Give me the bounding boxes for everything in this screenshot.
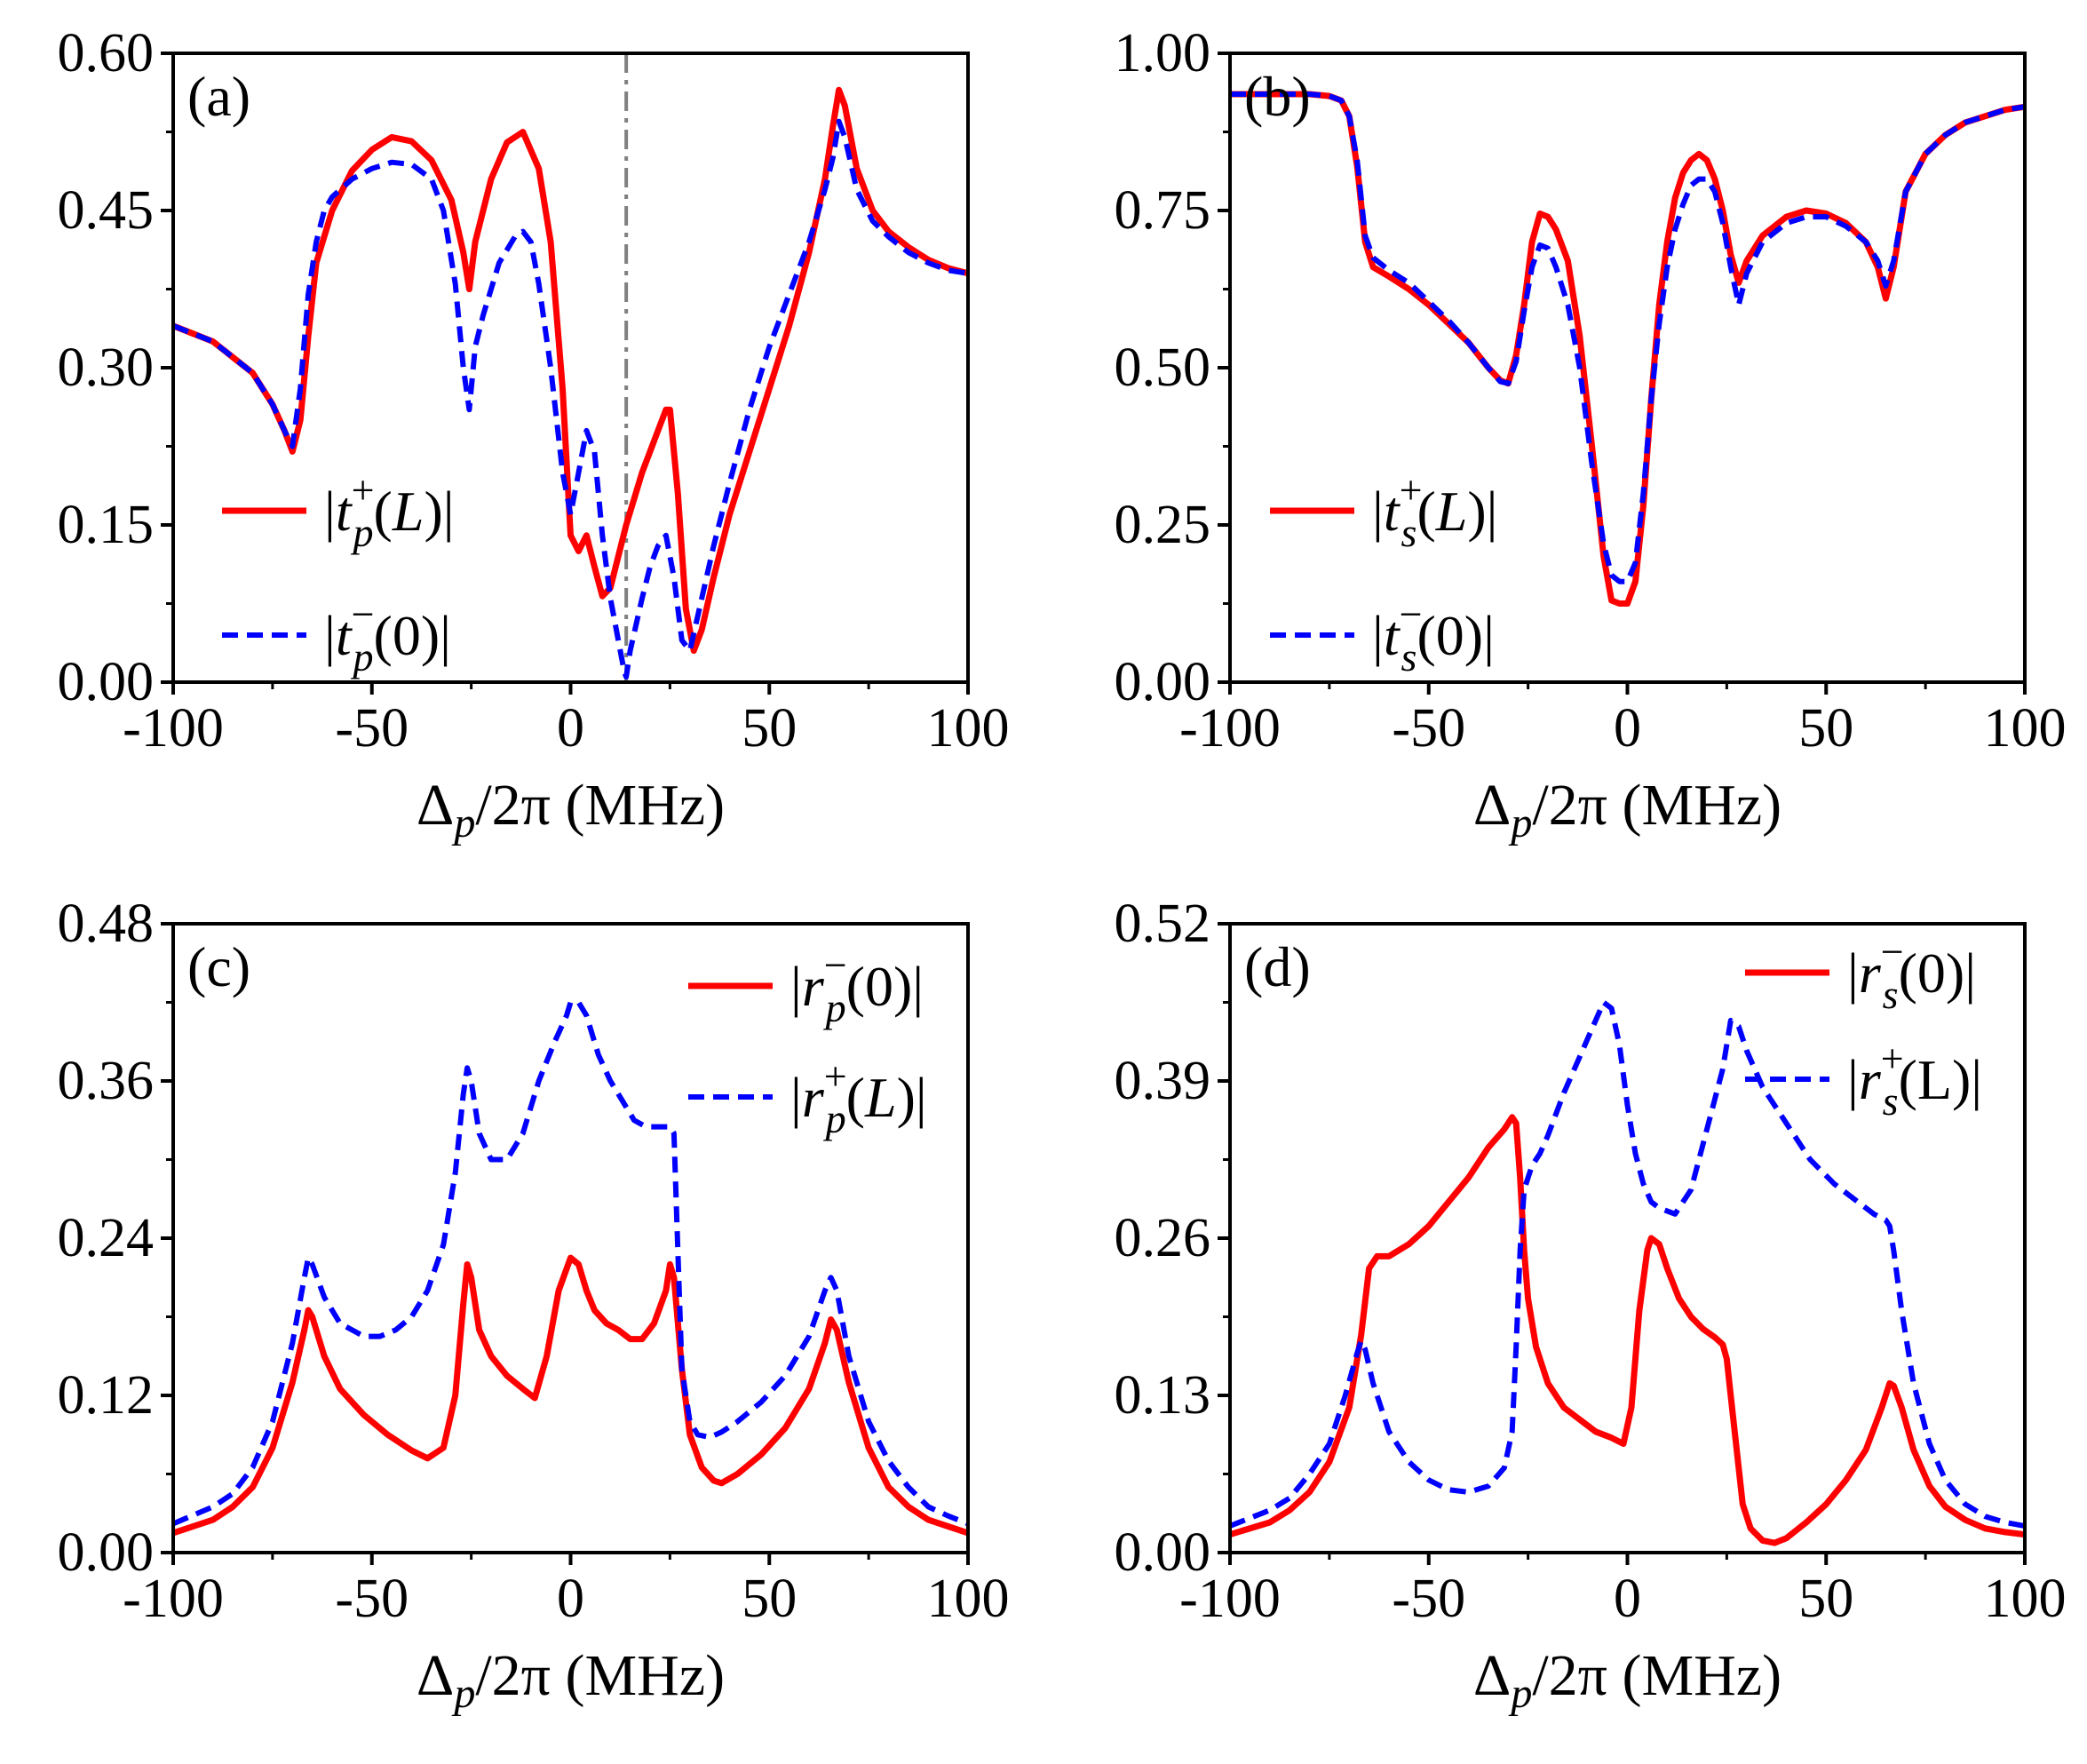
x-tick-label: 50 [742, 698, 797, 759]
panel-c: -100 -50 0 50 100 0.00 0.12 0.24 0.36 0.48 Δp/2π (… [58, 894, 1010, 1717]
y-tick-label: 0.75 [1115, 180, 1211, 241]
y-tick-label: 0.00 [1115, 1522, 1211, 1583]
legend-label: |r+ p(L)| [790, 1053, 927, 1141]
y-tick-label: 0.45 [58, 180, 155, 241]
x-tick-label: 100 [1984, 1569, 2067, 1629]
y-axis: 0.00 0.13 0.26 0.39 0.52 [1115, 894, 1230, 1583]
legend-entry: |t+ s(L)| [1270, 467, 1497, 555]
legend-label: |t+ s(L)| [1372, 467, 1497, 555]
y-axis: 0.00 0.25 0.50 0.75 1.00 [1115, 23, 1230, 712]
solid-series-line [1230, 91, 2025, 607]
legend-entry: |r+ p(L)| [688, 1053, 927, 1141]
legend-entry: |r+ s(L)| [1745, 1036, 1982, 1124]
x-tick-label: 100 [927, 698, 1010, 759]
legend-label: |t− p(0)| [324, 592, 451, 679]
x-tick-label: -100 [1179, 698, 1281, 759]
legend-entry: |r− p(0)| [688, 942, 924, 1030]
y-tick-label: 0.12 [58, 1365, 155, 1426]
x-tick-label: 0 [1614, 698, 1641, 759]
panel-label: (c) [187, 935, 250, 998]
panel-label: (a) [187, 65, 250, 128]
legend-entry: |t− s(0)| [1270, 592, 1495, 679]
legend-entry: |t+ p(L)| [222, 467, 455, 555]
x-tick-label: -50 [335, 1569, 409, 1629]
x-axis: -100 -50 0 50 100 [1179, 682, 2067, 759]
y-tick-label: 0.24 [58, 1208, 155, 1268]
y-tick-label: 0.00 [58, 1522, 155, 1583]
x-axis-label: Δp/2π (MHz) [417, 773, 725, 846]
y-tick-label: 0.00 [1115, 652, 1211, 712]
dashed-series-line [173, 999, 968, 1527]
y-axis: 0.00 0.12 0.24 0.36 0.48 [58, 894, 173, 1583]
y-axis: 0.00 0.15 0.30 0.45 0.60 [58, 23, 173, 712]
x-tick-label: 0 [557, 1569, 584, 1629]
legend-entry: |t− p(0)| [222, 592, 451, 679]
x-axis-label: Δp/2π (MHz) [1473, 1643, 1781, 1717]
panel-a: -100 -50 0 50 100 0.00 0.15 0.30 0.45 0.60 Δp/2π (… [58, 23, 1010, 846]
panel-b: -100 -50 0 50 100 0.00 0.25 0.50 0.75 1.00 Δp/2π (… [1115, 23, 2067, 846]
x-tick-label: 0 [557, 698, 584, 759]
x-tick-label: -50 [1392, 1569, 1465, 1629]
panel-d: -100 -50 0 50 100 0.00 0.13 0.26 0.39 0.52 Δp/2π (… [1115, 894, 2067, 1717]
solid-series-line [1230, 1114, 2025, 1546]
legend-label: |r− s(0)| [1847, 929, 1976, 1017]
x-tick-label: -50 [335, 698, 409, 759]
x-tick-label: 50 [742, 1569, 797, 1629]
y-tick-label: 0.60 [58, 23, 155, 83]
legend-entry: |r− s(0)| [1745, 929, 1976, 1017]
plot-frame [1228, 52, 2027, 684]
plot-frame [1228, 922, 2027, 1554]
y-tick-label: 1.00 [1115, 23, 1211, 83]
x-axis: -100 -50 0 50 100 [123, 1553, 1010, 1629]
y-tick-label: 0.15 [58, 495, 155, 555]
x-tick-label: -50 [1392, 698, 1465, 759]
panel-label: (d) [1244, 935, 1311, 998]
y-tick-label: 0.26 [1115, 1208, 1211, 1268]
dashed-series-line [1230, 999, 2025, 1529]
x-tick-label: 50 [1798, 698, 1853, 759]
y-tick-label: 0.30 [58, 338, 155, 398]
x-tick-label: -100 [123, 698, 224, 759]
x-tick-label: 50 [1798, 1569, 1853, 1629]
solid-series-line [173, 1254, 968, 1537]
x-axis: -100 -50 0 50 100 [1179, 1553, 2067, 1629]
y-tick-label: 0.48 [58, 894, 155, 954]
y-tick-label: 0.25 [1115, 495, 1211, 555]
x-tick-label: 100 [1984, 698, 2067, 759]
y-tick-label: 0.50 [1115, 338, 1211, 398]
plot-frame [171, 922, 970, 1554]
x-tick-label: -100 [123, 1569, 224, 1629]
legend-label: |r+ s(L)| [1847, 1036, 1982, 1124]
y-tick-label: 0.36 [58, 1051, 155, 1111]
legend-label: |t+ p(L)| [324, 467, 455, 555]
panel-label: (b) [1244, 65, 1311, 128]
x-axis-label: Δp/2π (MHz) [417, 1643, 725, 1717]
x-tick-label: -100 [1179, 1569, 1281, 1629]
dashed-series-line [1230, 91, 2025, 584]
dashed-series-line [173, 118, 968, 680]
y-tick-label: 0.52 [1115, 894, 1211, 954]
y-tick-label: 0.00 [58, 652, 155, 712]
y-tick-label: 0.39 [1115, 1051, 1211, 1111]
y-tick-label: 0.13 [1115, 1365, 1211, 1426]
x-axis: -100 -50 0 50 100 [123, 682, 1010, 759]
x-tick-label: 0 [1614, 1569, 1641, 1629]
x-axis-label: Δp/2π (MHz) [1473, 773, 1781, 846]
x-tick-label: 100 [927, 1569, 1010, 1629]
solid-series-line [173, 86, 968, 655]
legend-label: |r− p(0)| [790, 942, 924, 1030]
legend-label: |t− s(0)| [1372, 592, 1495, 679]
